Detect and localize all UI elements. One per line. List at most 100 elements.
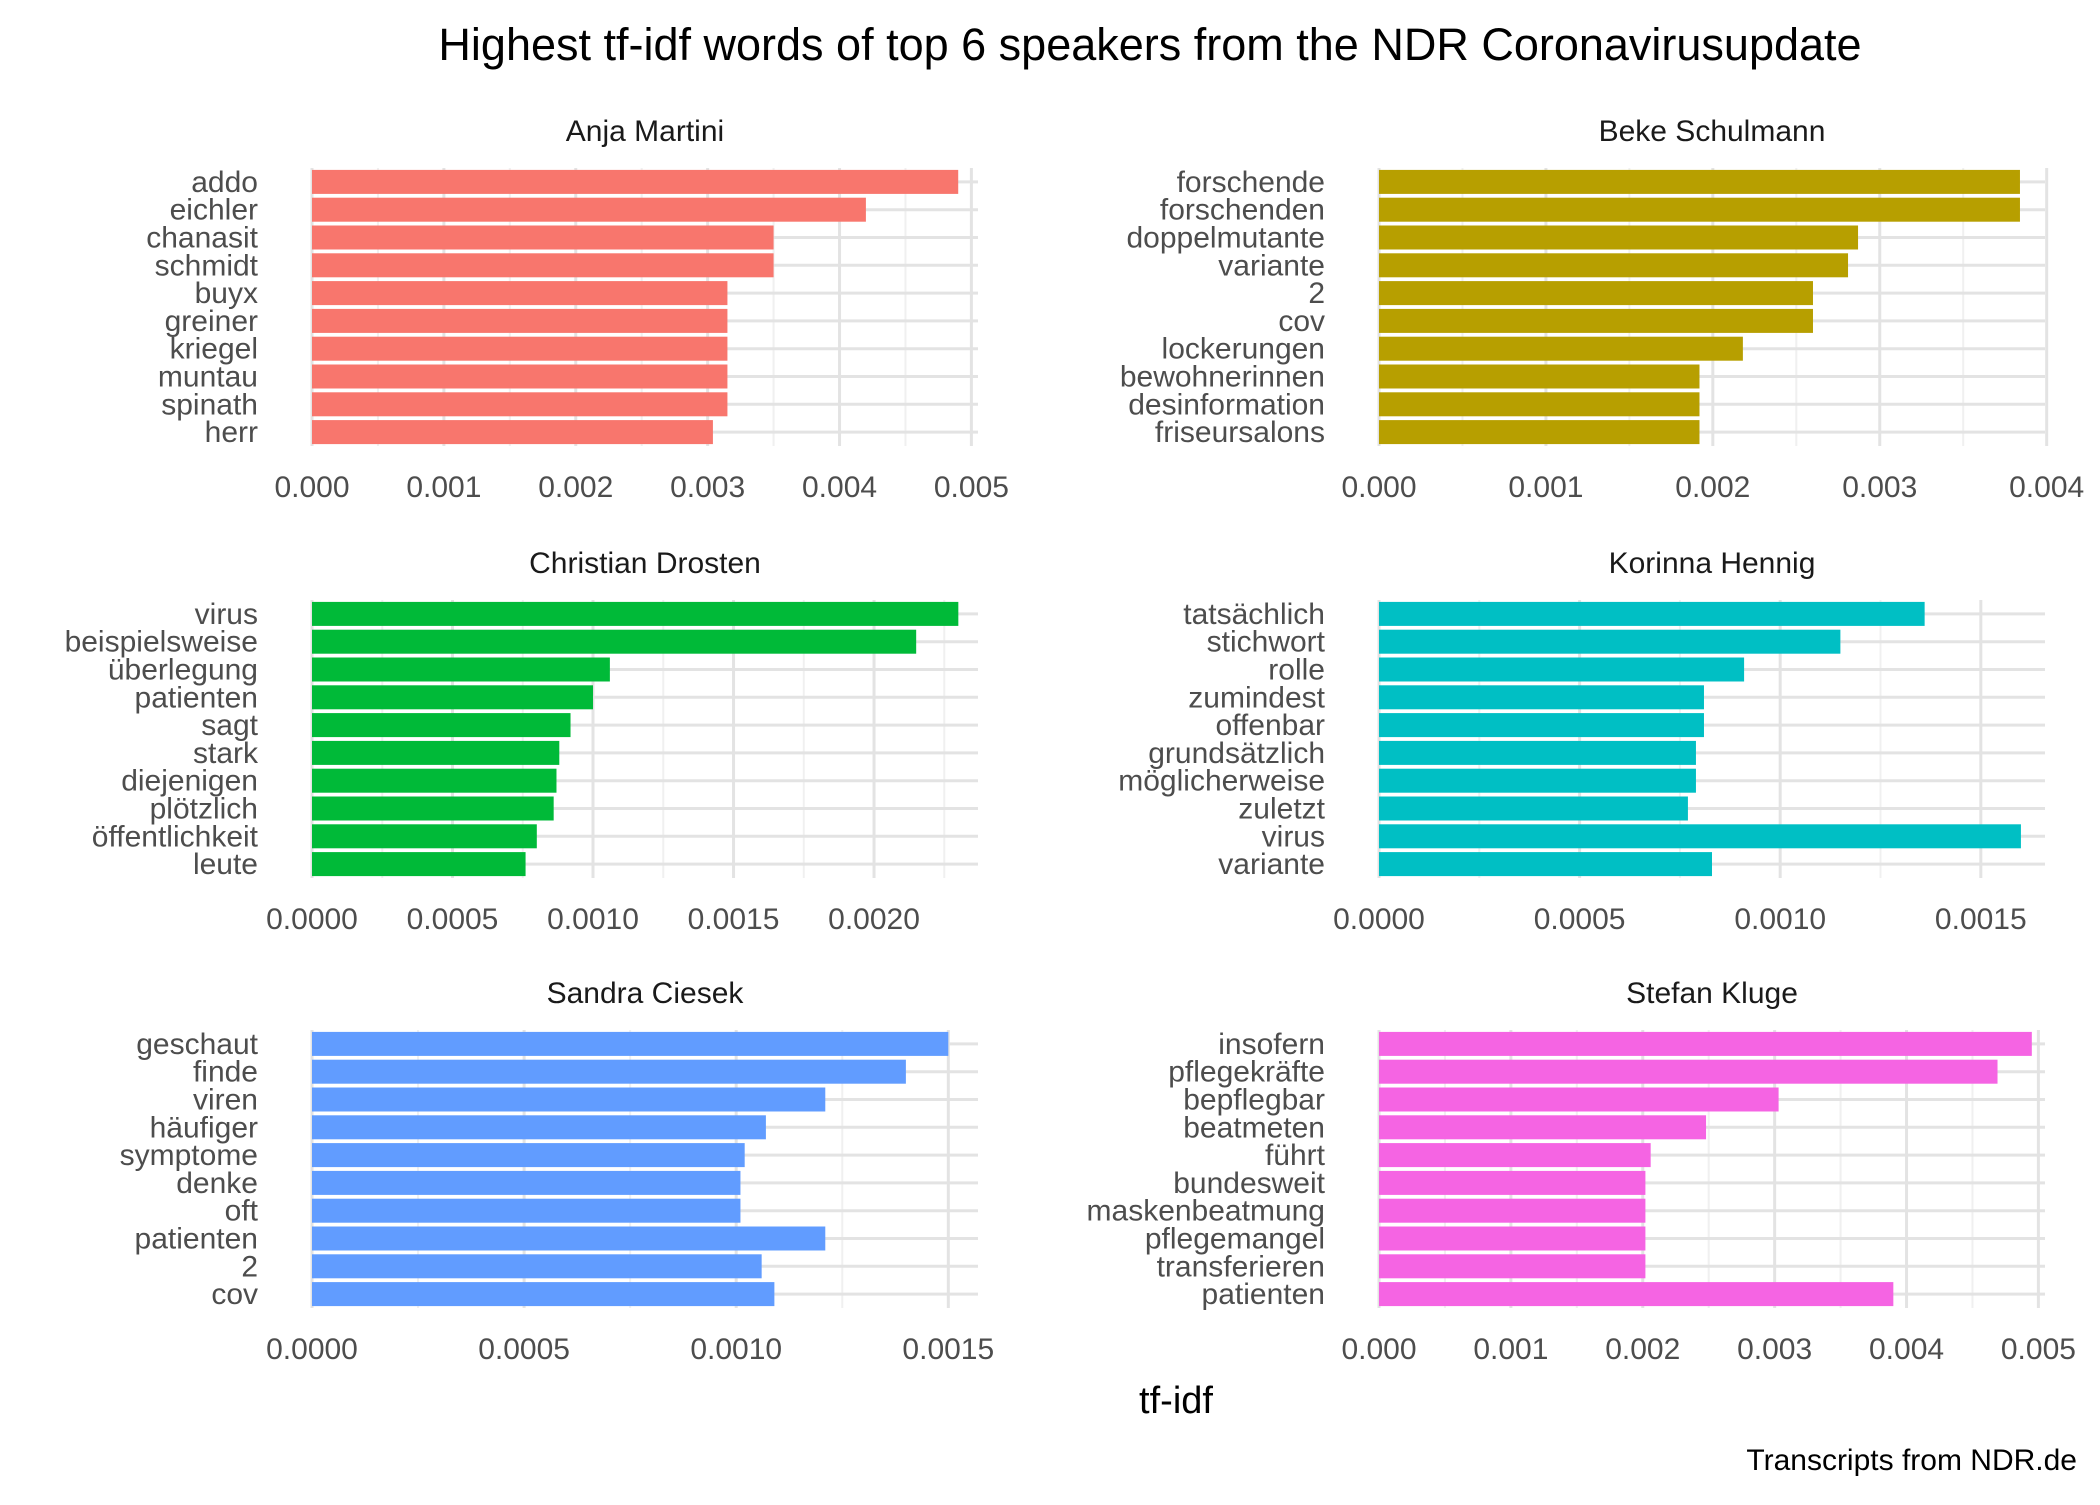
category-label: plötzlich <box>150 793 258 826</box>
category-label: virus <box>1262 820 1325 853</box>
tick-label: 0.003 <box>1842 471 1917 504</box>
category-label: bewohnerinnen <box>1120 361 1325 394</box>
facet-title: Stefan Kluge <box>1626 977 1798 1010</box>
bar <box>1379 685 1704 710</box>
bar <box>312 685 594 710</box>
bar <box>1379 1254 1646 1279</box>
bar <box>1379 364 1700 389</box>
category-label: patienten <box>135 681 258 714</box>
bar <box>312 657 610 682</box>
category-label: beatmeten <box>1183 1111 1325 1144</box>
tick-label: 0.0010 <box>547 903 639 936</box>
bar <box>312 796 554 821</box>
bar <box>1379 308 1813 333</box>
bar <box>312 197 866 222</box>
bar <box>312 253 774 278</box>
tick-label: 0.004 <box>802 471 877 504</box>
tick-label: 0.0000 <box>1333 903 1425 936</box>
bar <box>312 1282 775 1307</box>
bar <box>1379 336 1743 361</box>
category-label: oft <box>225 1195 259 1228</box>
category-label: lockerungen <box>1162 333 1325 366</box>
bar <box>312 336 728 361</box>
facet-panel-anja-martini: Anja Martini addoeichlerchanasitschmidtbu… <box>146 115 1009 504</box>
category-label: desinformation <box>1128 388 1325 421</box>
category-label: friseursalons <box>1155 416 1325 449</box>
bar <box>312 1170 741 1195</box>
category-label: tatsächlich <box>1183 598 1325 631</box>
category-label: muntau <box>158 361 258 394</box>
tick-label: 0.0015 <box>1935 903 2027 936</box>
category-label: viren <box>193 1084 258 1117</box>
category-label: zuletzt <box>1238 793 1325 826</box>
tick-label: 0.0015 <box>688 903 780 936</box>
bar <box>312 1226 826 1251</box>
x-axis-label: tf-idf <box>1139 1380 1213 1422</box>
bar <box>312 392 728 417</box>
bar <box>1379 1143 1651 1168</box>
facet-panel-christian-drosten: Christian Drosten virusbeispielsweiseüber… <box>65 547 978 936</box>
bar <box>1379 824 2021 849</box>
category-label: beispielsweise <box>65 626 258 659</box>
tick-label: 0.005 <box>934 471 1009 504</box>
tick-label: 0.0015 <box>902 1333 994 1366</box>
category-label: pflegemangel <box>1145 1223 1325 1256</box>
bar <box>312 364 728 389</box>
bar <box>1379 852 1712 877</box>
tick-label: 0.001 <box>1473 1333 1548 1366</box>
facet-panel-beke-schulmann: Beke Schulmann forschendeforschendendoppe… <box>1120 115 2084 504</box>
facet-panels: Anja Martiniaddoeichlerchanasitschmidtbu… <box>65 115 2085 1366</box>
bar <box>1379 281 1813 306</box>
tick-label: 0.0005 <box>407 903 499 936</box>
bar <box>1379 1170 1646 1195</box>
tick-label: 0.0000 <box>266 1333 358 1366</box>
category-label: sagt <box>201 709 258 742</box>
category-label: leute <box>193 848 258 881</box>
facet-title: Sandra Ciesek <box>547 977 745 1010</box>
tick-label: 0.0010 <box>1734 903 1826 936</box>
bar <box>312 824 537 849</box>
bar <box>1379 1059 1998 1084</box>
bar <box>312 852 526 877</box>
bar <box>312 420 713 445</box>
category-label: geschaut <box>136 1028 258 1061</box>
category-label: virus <box>195 598 258 631</box>
bar <box>1379 1087 1779 1112</box>
bar <box>1379 1226 1646 1251</box>
category-label: bundesweit <box>1173 1167 1325 1200</box>
category-label: öffentlichkeit <box>92 820 259 853</box>
category-label: häufiger <box>150 1111 258 1144</box>
bar <box>1379 169 2020 194</box>
category-label: cov <box>1278 305 1325 338</box>
bar <box>312 169 959 194</box>
category-label: grundsätzlich <box>1148 737 1325 770</box>
tick-label: 0.003 <box>1737 1333 1812 1366</box>
bar <box>312 768 557 793</box>
tick-label: 0.0005 <box>478 1333 570 1366</box>
bar <box>1379 253 1849 278</box>
category-label: addo <box>191 166 258 199</box>
tick-label: 0.001 <box>406 471 481 504</box>
category-label: 2 <box>1308 277 1325 310</box>
tick-label: 0.001 <box>1508 471 1583 504</box>
category-label: symptome <box>120 1139 258 1172</box>
category-label: forschende <box>1177 166 1325 199</box>
bar <box>1379 1198 1646 1223</box>
bar <box>1379 740 1696 765</box>
tick-label: 0.0005 <box>1534 903 1626 936</box>
category-label: patienten <box>135 1223 258 1256</box>
category-label: doppelmutante <box>1127 222 1326 255</box>
facet-title: Beke Schulmann <box>1599 115 1826 148</box>
bar <box>312 1115 766 1140</box>
bar <box>1379 796 1688 821</box>
bar <box>312 713 571 738</box>
tick-label: 0.005 <box>2001 1333 2076 1366</box>
tick-label: 0.002 <box>538 471 613 504</box>
category-label: stark <box>193 737 259 770</box>
tick-label: 0.002 <box>1675 471 1750 504</box>
category-label: bepflegbar <box>1183 1084 1325 1117</box>
chart-title: Highest tf-idf words of top 6 speakers f… <box>438 19 1861 70</box>
bar <box>312 740 560 765</box>
